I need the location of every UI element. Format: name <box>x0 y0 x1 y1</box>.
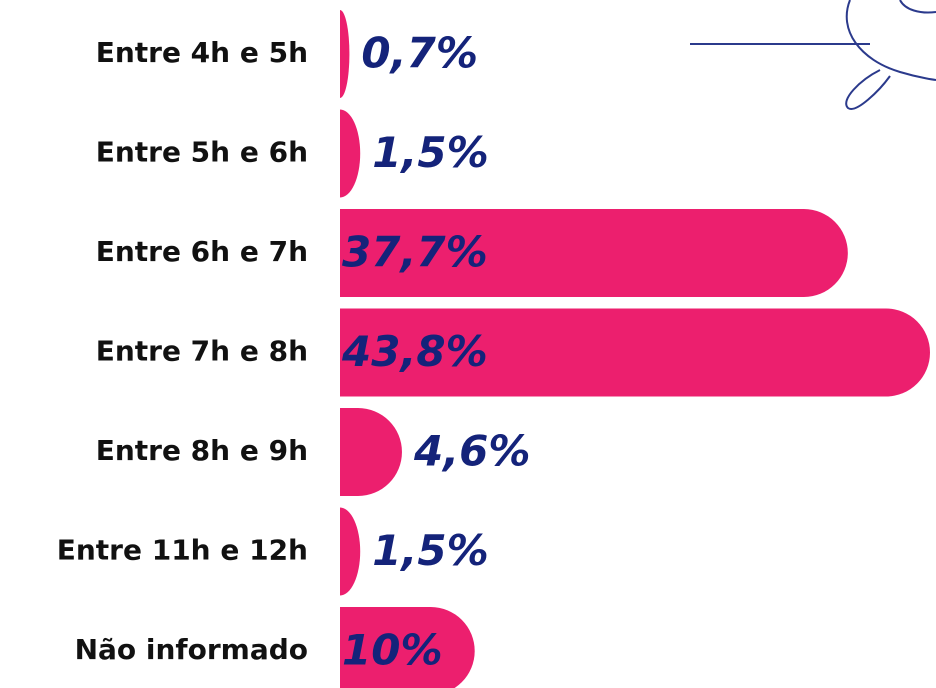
value-label: 4,6% <box>413 427 530 476</box>
chart: Entre 4h e 5h 0,7% Entre 5h e 6h 1,5% Entre … <box>0 0 936 688</box>
decoration <box>690 0 936 109</box>
value-label: 1,5% <box>372 526 488 575</box>
y-tick-label: Entre 7h e 8h <box>96 335 308 368</box>
value-label: 10% <box>342 626 443 675</box>
y-tick-label: Entre 5h e 6h <box>96 136 308 169</box>
y-tick-label: Entre 11h e 12h <box>57 534 308 567</box>
bar <box>340 10 349 98</box>
y-tick-label: Não informado <box>75 633 308 666</box>
value-label: 37,7% <box>342 228 488 277</box>
y-tick-label: Entre 4h e 5h <box>96 36 308 69</box>
page: Entre 4h e 5h 0,7% Entre 5h e 6h 1,5% Entre … <box>0 0 936 688</box>
bar <box>340 508 360 596</box>
value-label: 43,8% <box>341 327 488 376</box>
value-label: 1,5% <box>372 128 488 177</box>
y-tick-label: Entre 8h e 9h <box>96 434 308 467</box>
y-tick-label: Entre 6h e 7h <box>96 235 308 268</box>
bar <box>340 408 402 496</box>
value-label: 0,7% <box>361 29 477 78</box>
bar <box>340 110 360 198</box>
